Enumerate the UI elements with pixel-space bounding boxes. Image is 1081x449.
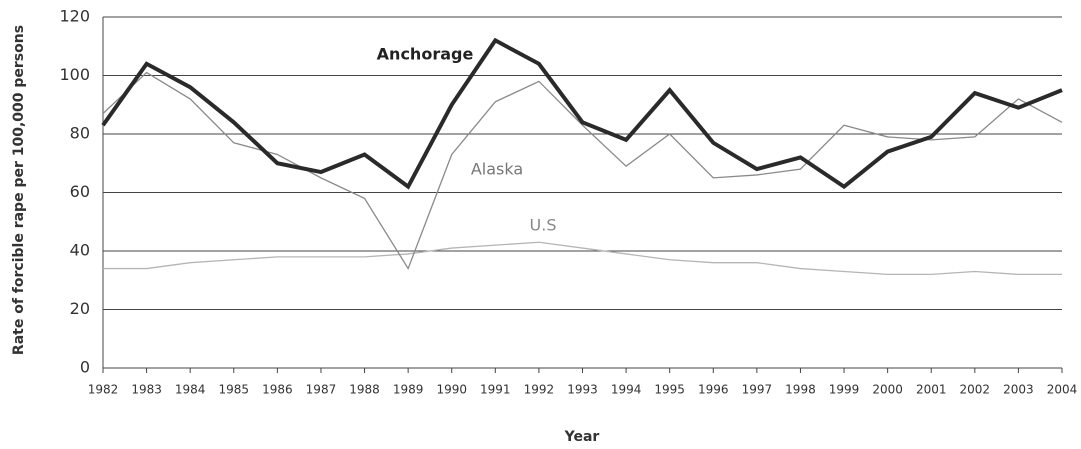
x-tick-label: 1989 — [393, 383, 424, 397]
x-tick-label: 1983 — [131, 383, 162, 397]
x-tick-label: 1990 — [436, 383, 467, 397]
y-tick-label: 120 — [59, 7, 90, 26]
x-tick-label: 2002 — [960, 383, 991, 397]
x-tick-label: 2001 — [916, 383, 947, 397]
y-tick-label: 20 — [70, 299, 90, 318]
x-tick-label: 1992 — [524, 383, 555, 397]
x-tick-label: 1985 — [218, 383, 249, 397]
series-line — [102, 71, 1063, 271]
y-tick-label: 40 — [70, 241, 90, 260]
x-axis-label: Year — [564, 429, 600, 445]
x-tick-label: 1995 — [654, 383, 685, 397]
x-tick-label: 2004 — [1047, 383, 1078, 397]
y-tick-label: 60 — [70, 182, 90, 201]
x-tick-label: 1991 — [480, 383, 511, 397]
y-tick-label: 0 — [80, 358, 90, 377]
y-tick-label: 100 — [59, 65, 90, 84]
x-tick-label: 1998 — [785, 383, 816, 397]
series-line — [101, 37, 1063, 190]
x-tick-label: 1982 — [88, 383, 119, 397]
x-tick-label: 1988 — [349, 383, 380, 397]
series-label: U.S — [530, 216, 557, 235]
series-line — [103, 241, 1062, 276]
y-tick-label: 80 — [70, 124, 90, 143]
series-label: Alaska — [471, 160, 523, 179]
x-tick-label: 2000 — [872, 383, 903, 397]
x-tick-label: 1986 — [262, 383, 293, 397]
x-tick-label: 1994 — [611, 383, 642, 397]
x-tick-label: 1993 — [567, 383, 598, 397]
y-axis-label: Rate of forcible rape per 100,000 person… — [11, 25, 27, 355]
series-label: Anchorage — [377, 45, 474, 64]
x-tick-label: 1987 — [306, 383, 337, 397]
x-tick-label: 1996 — [698, 383, 729, 397]
x-tick-label: 1999 — [829, 383, 860, 397]
x-tick-label: 1984 — [175, 383, 206, 397]
x-tick-label: 1997 — [742, 383, 773, 397]
x-tick-label: 2003 — [1003, 383, 1034, 397]
